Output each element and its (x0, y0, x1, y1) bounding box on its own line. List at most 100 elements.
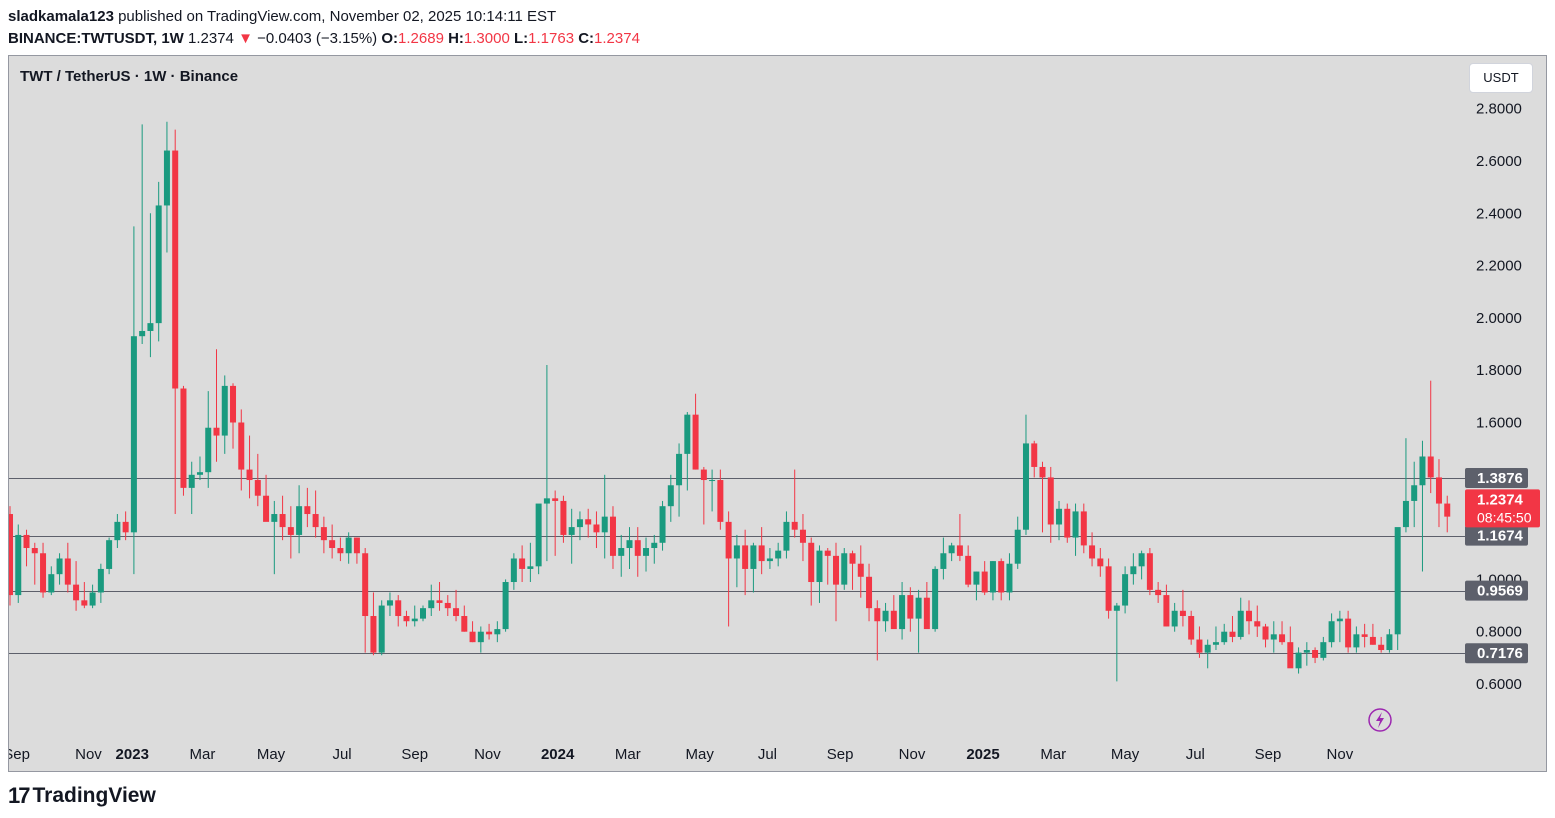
candle-body (1411, 485, 1418, 501)
candle-body (1105, 566, 1112, 611)
y-tick-label: 2.0000 (1476, 310, 1522, 327)
candle-body (965, 555, 972, 585)
candle-body (122, 521, 129, 533)
candle-body (180, 388, 187, 488)
candle-body (9, 514, 13, 596)
y-tick-label: 1.8000 (1476, 362, 1522, 379)
candle-body (1022, 443, 1029, 530)
candle-body (1196, 639, 1203, 653)
candle-body (1064, 508, 1071, 538)
x-tick-label: Nov (1327, 746, 1354, 763)
candle-body (1279, 634, 1286, 643)
open-label: O: (381, 30, 399, 47)
candle-body (552, 498, 559, 501)
x-tick-label: 2023 (116, 746, 149, 763)
candle-body (907, 595, 914, 619)
candle-body (1254, 621, 1261, 627)
x-tick-label: Sep (9, 746, 30, 763)
candle-body (527, 566, 534, 569)
open-value: 1.2689 (398, 30, 444, 47)
candle-body (560, 500, 567, 535)
candle-body (535, 503, 542, 567)
tradingview-brand[interactable]: 17 TradingView (8, 783, 156, 809)
lightning-icon[interactable] (1368, 708, 1392, 732)
candle-body (849, 553, 856, 564)
candle-body (114, 521, 121, 541)
price-chart[interactable]: 2.8000 2.6000 2.4000 2.2000 2.0000 1.8000 1.60… (9, 56, 1546, 771)
x-tick-label: Nov (899, 746, 926, 763)
candle-body (386, 600, 393, 606)
candle-body (676, 453, 683, 486)
candle-body (40, 553, 47, 593)
candle-body (568, 527, 575, 535)
last-price-label-bg (1465, 489, 1540, 528)
candle-body (1179, 610, 1186, 617)
brand-name: TradingView (32, 784, 156, 807)
candle-body (436, 600, 443, 603)
candle-body (890, 610, 897, 630)
x-tick-label: Jul (332, 746, 351, 763)
candle-body (15, 534, 22, 596)
candle-body (279, 514, 286, 528)
candle-body (411, 618, 418, 622)
x-tick-label: Nov (474, 746, 501, 763)
candle-body (725, 521, 732, 559)
chart-title: TWT / TetherUS · 1W · Binance (20, 68, 239, 85)
last-price: 1.2374 (188, 30, 234, 47)
candle-body (1138, 553, 1145, 567)
x-tick-label: Jul (1186, 746, 1205, 763)
candle-body (1262, 626, 1269, 640)
candle-body (1204, 644, 1211, 653)
currency-button[interactable]: USDT (1469, 63, 1533, 93)
candle-body (1312, 650, 1319, 658)
candle-body (609, 516, 616, 556)
candle-body (700, 469, 707, 481)
candle-body (956, 545, 963, 556)
low-label: L: (513, 30, 529, 47)
candle-body (494, 629, 501, 635)
candle-body (915, 597, 922, 619)
candle-body (329, 540, 336, 549)
candle-body (618, 548, 625, 556)
candle-body (833, 555, 839, 585)
x-tick-label: May (686, 746, 715, 763)
low-value: 1.1763 (528, 30, 575, 47)
candle-body (378, 605, 385, 653)
candle-body (213, 427, 220, 436)
candle-body (106, 540, 113, 569)
candle-body (155, 205, 162, 324)
candle-body (403, 616, 410, 622)
author-name[interactable]: sladkamala123 (8, 8, 114, 25)
level-label-bg (1465, 580, 1528, 601)
candle-body (923, 597, 930, 630)
chart-pane[interactable]: 2.8000 2.6000 2.4000 2.2000 2.0000 1.8000 1.60… (8, 55, 1547, 772)
candle-body (1146, 553, 1153, 590)
candle-body (362, 553, 369, 617)
candle-body (816, 550, 823, 583)
candle-body (73, 584, 80, 601)
candle-body (626, 540, 633, 549)
candle-body (791, 521, 798, 530)
candle-body (271, 514, 278, 522)
symbol-interval: BINANCE:TWTUSDT, 1W (8, 30, 184, 47)
y-tick-label: 0.8000 (1476, 624, 1522, 641)
y-tick-label: 1.6000 (1476, 415, 1522, 432)
candle-body (1435, 477, 1442, 504)
candle-body (684, 414, 691, 454)
candle-body (899, 595, 906, 630)
x-tick-label: Sep (1255, 746, 1282, 763)
candle-body (370, 616, 377, 653)
candle-body (932, 568, 939, 630)
level-label-bg (1465, 525, 1528, 546)
candle-body (453, 608, 460, 617)
candle-body (97, 568, 104, 593)
candle-body (23, 534, 30, 549)
y-tick-label: 2.4000 (1476, 205, 1522, 222)
candle-body (841, 553, 848, 585)
candle-body (1444, 503, 1451, 517)
candle-body (808, 542, 815, 583)
candle-body (1320, 642, 1327, 658)
candle-body (486, 631, 493, 635)
level-label: 0.9569 (1477, 583, 1523, 600)
candle-body (1229, 631, 1236, 637)
